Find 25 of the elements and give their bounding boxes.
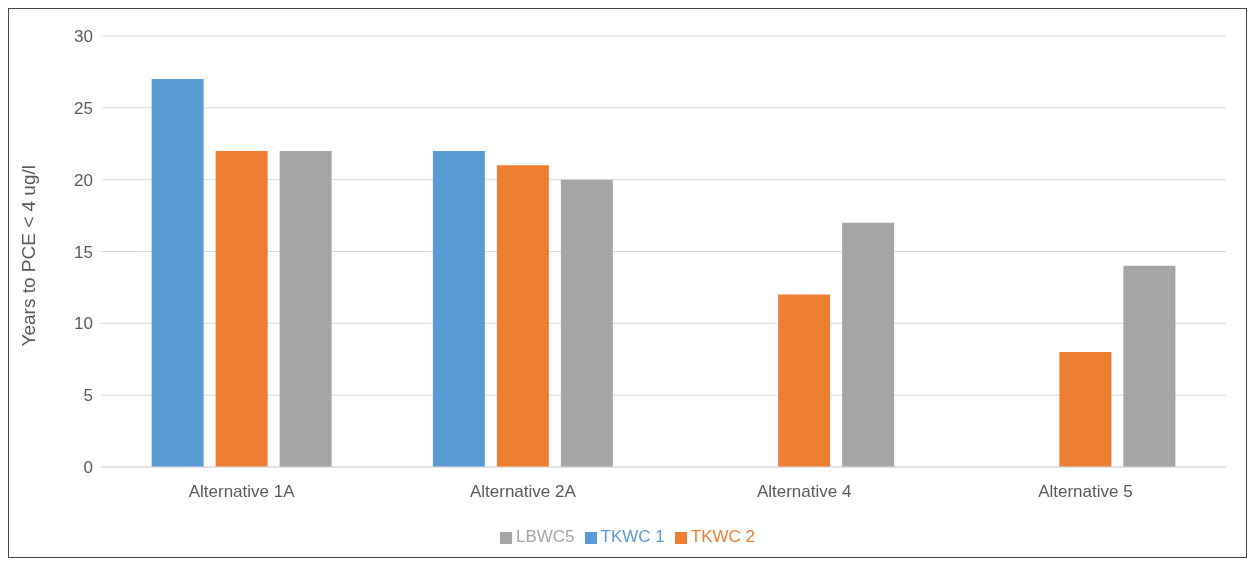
bar bbox=[1123, 265, 1176, 467]
y-tick-label: 10 bbox=[74, 314, 93, 334]
bar bbox=[151, 79, 204, 467]
y-tick-label: 5 bbox=[83, 386, 93, 406]
y-tick-label: 25 bbox=[74, 98, 93, 118]
x-tick-label: Alternative 2A bbox=[469, 482, 577, 502]
legend-label: TKWC 2 bbox=[690, 527, 756, 546]
legend-label: LBWC5 bbox=[515, 527, 575, 546]
y-tick-label: 0 bbox=[83, 458, 93, 478]
y-tick-label: 30 bbox=[74, 27, 93, 47]
x-tick-label: Alternative 5 bbox=[1038, 482, 1133, 502]
legend-label: TKWC 1 bbox=[600, 527, 665, 546]
y-tick-label: 20 bbox=[74, 170, 93, 190]
bar bbox=[842, 222, 895, 467]
bar bbox=[432, 150, 485, 467]
bar bbox=[560, 179, 613, 467]
x-tick-label: Alternative 4 bbox=[756, 482, 852, 502]
y-axis-title: Years to PCE < 4 ug/l bbox=[17, 165, 39, 347]
x-tick-label: Alternative 1A bbox=[188, 482, 296, 502]
bar bbox=[215, 150, 268, 467]
bar bbox=[496, 165, 549, 467]
bar bbox=[778, 294, 831, 467]
bar bbox=[1059, 352, 1112, 467]
bar bbox=[279, 150, 332, 467]
y-tick-label: 15 bbox=[74, 242, 93, 262]
